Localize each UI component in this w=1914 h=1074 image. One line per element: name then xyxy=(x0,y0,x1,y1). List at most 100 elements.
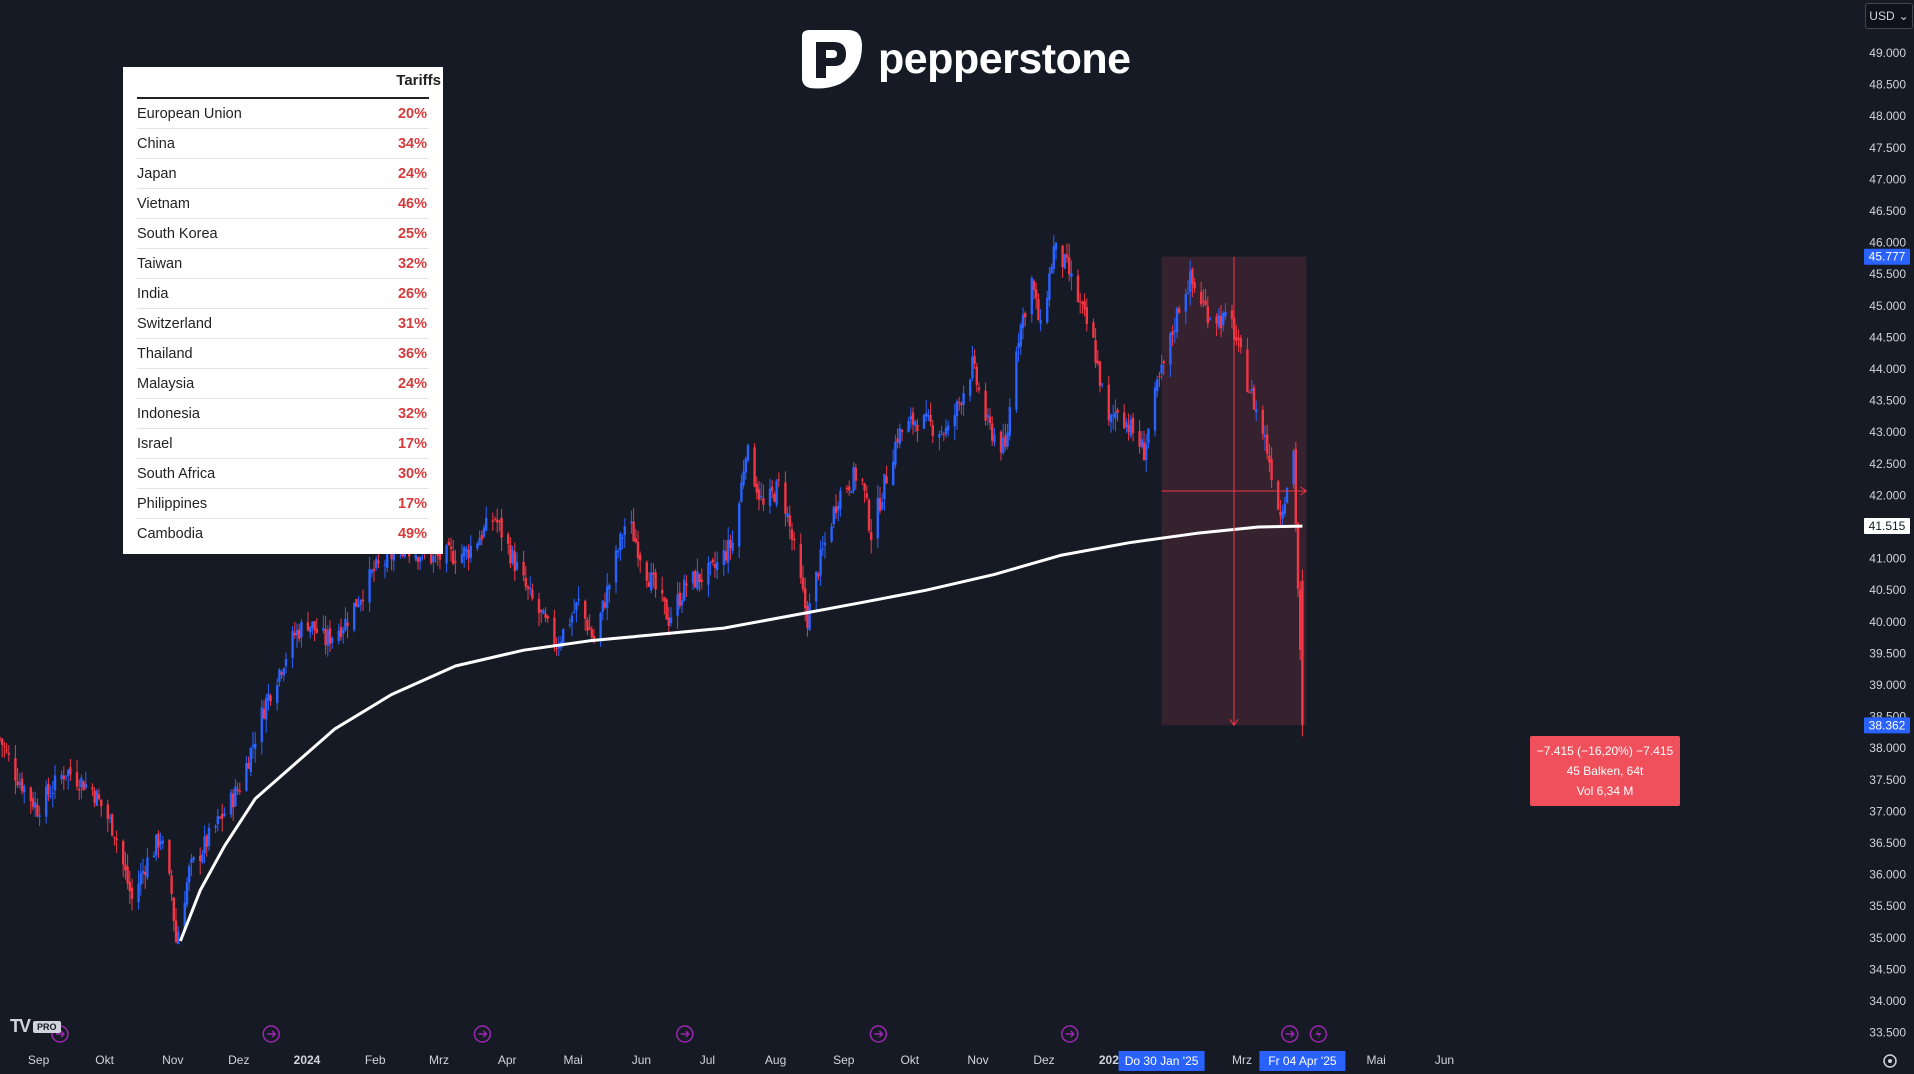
candle-body xyxy=(909,416,912,420)
candle-body xyxy=(1048,273,1051,300)
tariff-row: Japan 24% xyxy=(137,159,429,189)
candle xyxy=(152,851,156,858)
candle xyxy=(716,551,719,579)
candle-body xyxy=(852,467,855,491)
y-axis-tick-label: 41.000 xyxy=(1869,552,1906,566)
y-axis-tick-label: 36.500 xyxy=(1869,836,1906,850)
candle xyxy=(1039,308,1042,332)
candle xyxy=(368,556,371,612)
candle-body xyxy=(588,627,591,630)
candle-body xyxy=(1015,351,1018,410)
candle xyxy=(491,512,494,531)
dividend-event-icon[interactable] xyxy=(676,1025,694,1043)
candle-body xyxy=(755,483,758,493)
dividend-event-icon[interactable] xyxy=(262,1025,280,1043)
candle xyxy=(1079,292,1082,314)
dividend-event-icon[interactable] xyxy=(473,1025,492,1043)
candle-body xyxy=(837,505,840,511)
candle xyxy=(1296,521,1300,597)
tariff-rate: 17% xyxy=(397,435,427,452)
candle xyxy=(1186,280,1190,295)
candle-body xyxy=(586,619,589,631)
candle-body xyxy=(419,556,422,562)
candle xyxy=(115,830,118,853)
candle-body xyxy=(1035,289,1038,299)
candle xyxy=(661,576,664,602)
candle xyxy=(214,824,217,833)
candle-body xyxy=(245,762,248,791)
candle-body xyxy=(18,782,21,785)
candle xyxy=(238,782,241,795)
candle-body xyxy=(1050,266,1053,274)
candle xyxy=(969,378,972,402)
candle xyxy=(300,619,303,648)
tariff-rate: 30% xyxy=(397,465,427,482)
candle xyxy=(1219,305,1223,337)
candle-body xyxy=(529,587,532,590)
candle-body xyxy=(1125,421,1128,427)
candle xyxy=(1107,375,1110,426)
candle-body xyxy=(254,743,257,749)
candle-body xyxy=(1186,293,1190,295)
range-top-price-badge-value: 45.777 xyxy=(1869,250,1906,264)
candle-body xyxy=(707,563,710,585)
tariff-country: South Korea xyxy=(137,225,218,242)
candle xyxy=(80,774,83,800)
candle xyxy=(636,530,640,568)
currency-button[interactable]: USD ⌄ xyxy=(1865,3,1913,29)
event-marker-circle xyxy=(473,1025,492,1043)
candle-body xyxy=(971,356,974,379)
candle-body xyxy=(260,707,263,742)
candle xyxy=(947,420,950,437)
x-axis-tick-label: Mrz xyxy=(1232,1053,1252,1067)
candle xyxy=(229,789,233,818)
candle xyxy=(984,382,987,426)
candle-body xyxy=(51,792,54,794)
tariff-rate: 20% xyxy=(397,105,427,122)
arrow-right-icon xyxy=(680,1030,690,1038)
lightning-event-icon[interactable] xyxy=(1309,1025,1328,1043)
candle-body xyxy=(713,563,717,568)
candle-body xyxy=(944,427,948,435)
settings-gear-icon[interactable] xyxy=(1883,1054,1897,1068)
candle-body xyxy=(544,613,547,619)
candle xyxy=(480,530,483,546)
candle-body xyxy=(269,695,272,702)
candle-body xyxy=(106,804,109,820)
candle xyxy=(445,544,448,573)
candle-body xyxy=(1004,435,1007,447)
candle-body xyxy=(621,537,624,539)
candle-body xyxy=(799,544,802,579)
candle xyxy=(911,407,915,435)
candle-body xyxy=(830,526,833,542)
tariff-country: Thailand xyxy=(137,345,193,362)
candle xyxy=(544,607,547,623)
candle-body xyxy=(819,549,822,576)
dividend-event-icon[interactable] xyxy=(1281,1025,1299,1043)
candle xyxy=(293,621,296,639)
candle xyxy=(328,620,332,653)
candle-body xyxy=(753,447,756,487)
candle-body xyxy=(36,804,39,817)
tariff-rate: 46% xyxy=(397,195,427,212)
candle-body xyxy=(991,423,994,441)
candle xyxy=(1235,325,1238,346)
candle xyxy=(540,609,543,624)
candle-body xyxy=(568,624,571,626)
candle xyxy=(168,839,171,876)
candle xyxy=(707,556,710,597)
candle-body xyxy=(157,833,160,848)
candle-body xyxy=(1070,273,1073,277)
dividend-event-icon[interactable] xyxy=(869,1025,888,1043)
candle-body xyxy=(203,836,206,854)
candle xyxy=(623,518,626,548)
dividend-event-icon[interactable] xyxy=(1061,1025,1079,1043)
tariff-rate: 24% xyxy=(397,165,427,182)
candle xyxy=(991,416,994,446)
candle-body xyxy=(1046,297,1049,323)
candle xyxy=(346,612,349,639)
candle xyxy=(1200,281,1203,308)
candle xyxy=(353,602,356,633)
candle-body xyxy=(1173,330,1176,332)
candle-body xyxy=(91,787,94,790)
